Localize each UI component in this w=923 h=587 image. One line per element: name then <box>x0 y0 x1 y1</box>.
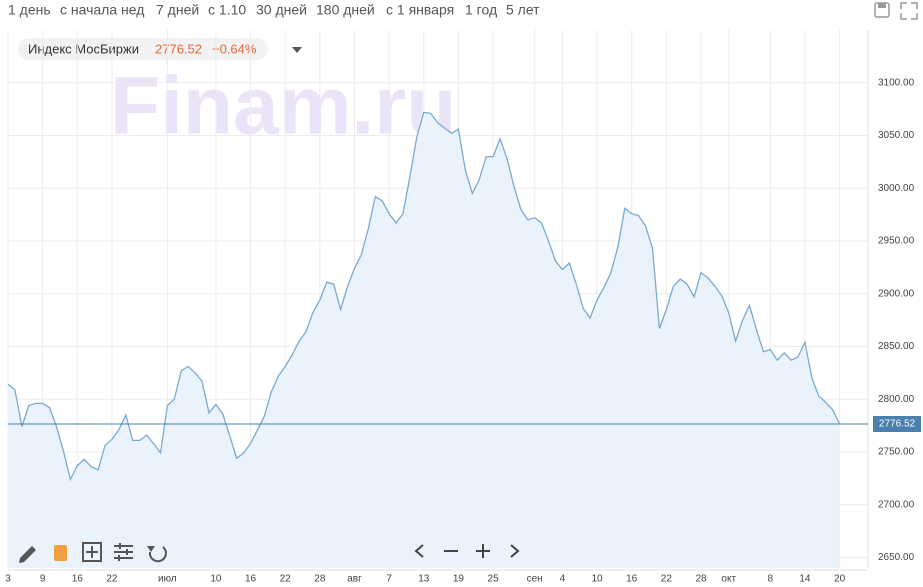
x-tick-label: окт <box>721 574 736 585</box>
scroll-left[interactable] <box>414 544 424 558</box>
notes-tool[interactable] <box>54 545 67 561</box>
period-bar: 1 день с начала нед 7 дней с 1.10 30 дней 180… <box>8 2 540 18</box>
period-link[interactable]: с 1 января <box>386 2 454 18</box>
y-tick-label: 2700.00 <box>878 499 915 510</box>
reset-tool[interactable] <box>148 546 167 563</box>
x-tick-label: 16 <box>72 574 84 585</box>
x-tick-label: сен <box>527 574 543 585</box>
last-value-box <box>873 415 921 432</box>
x-tick-label: 25 <box>488 574 500 585</box>
x-tick-label: 22 <box>661 574 673 585</box>
line <box>7 111 841 482</box>
y-tick-label: 2650.00 <box>878 552 915 563</box>
x-tick-label: 7 <box>386 574 392 585</box>
x-tick-label: 22 <box>280 574 292 585</box>
x-tick-label: 16 <box>626 574 638 585</box>
x-tick-label: 9 <box>40 574 46 585</box>
x-tick-label: 19 <box>453 574 465 585</box>
area <box>8 112 840 569</box>
reset-arrow <box>147 546 155 552</box>
x-tick-label: 13 <box>418 574 430 585</box>
period-link[interactable]: 1 день <box>8 2 51 18</box>
x-tick-label: 14 <box>799 574 811 585</box>
y-tick-label: 2950.00 <box>878 236 915 247</box>
pencil-tool[interactable] <box>19 546 36 563</box>
x-tick-label: 10 <box>591 574 603 585</box>
scroll-right[interactable] <box>510 544 520 558</box>
x-tick-label: 28 <box>314 574 326 585</box>
plot: 2650.00 2700.00 2750.00 2800.00 2850.00 2900.… <box>5 30 921 585</box>
x-tick-label: 10 <box>210 574 222 585</box>
last-value-label: 2776.52 <box>879 419 916 430</box>
period-link[interactable]: 30 дней <box>256 2 307 18</box>
save-icon[interactable] <box>874 2 890 18</box>
zoom-in[interactable] <box>476 544 490 558</box>
legend-name: Индекс МосБиржи <box>28 41 139 56</box>
period-link[interactable]: 1 год <box>465 2 497 18</box>
x-tick-label: 20 <box>834 574 846 585</box>
x-tick-label: 16 <box>245 574 257 585</box>
y-tick-label: 2850.00 <box>878 341 915 352</box>
x-tick-label: 22 <box>106 574 118 585</box>
y-tick-label: 3100.00 <box>878 77 915 88</box>
expand-icon[interactable] <box>900 2 918 20</box>
x-tick-label: 3 <box>5 574 11 585</box>
y-tick-label: 3050.00 <box>878 130 915 141</box>
period-link[interactable]: 7 дней <box>156 2 199 18</box>
period-link[interactable]: 5 лет <box>506 2 540 18</box>
period-link[interactable]: с 1.10 <box>208 2 246 18</box>
add-indicator[interactable] <box>82 542 102 562</box>
y-tick-label: 2800.00 <box>878 394 915 405</box>
legend-dropdown[interactable] <box>292 47 302 53</box>
y-tick-label: 2750.00 <box>878 447 915 458</box>
add-indicator-plus <box>86 546 98 558</box>
period-link[interactable]: 180 дней <box>316 2 375 18</box>
y-tick-label: 3000.00 <box>878 183 915 194</box>
x-tick-label: июл <box>158 574 177 585</box>
watermark: Finam.ru <box>110 61 456 152</box>
x-tick-label: 4 <box>560 574 566 585</box>
x-tick-label: 8 <box>768 574 774 585</box>
settings-tool[interactable] <box>114 543 133 561</box>
x-tick-label: 28 <box>695 574 707 585</box>
legend-pill[interactable] <box>18 38 268 60</box>
x-tick-label: авг <box>347 574 362 585</box>
legend-change: −0.64% <box>212 41 257 56</box>
period-link[interactable]: с начала нед <box>60 2 144 18</box>
legend-value: 2776.52 <box>155 41 202 56</box>
drawing-toolbar <box>19 542 520 563</box>
y-tick-label: 2900.00 <box>878 288 915 299</box>
